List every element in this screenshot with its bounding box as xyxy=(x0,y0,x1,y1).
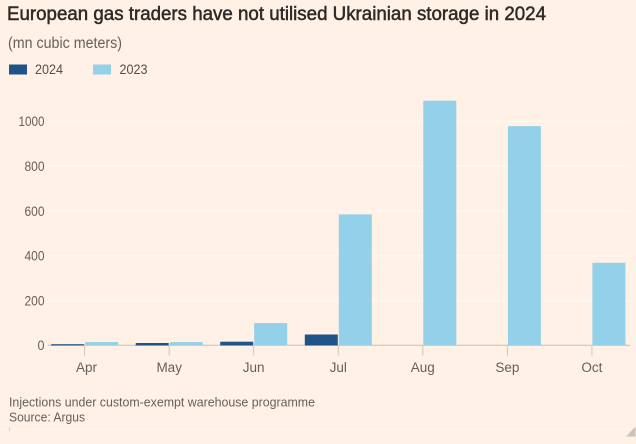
svg-text:(mn cubic meters): (mn cubic meters) xyxy=(8,35,122,52)
svg-text:600: 600 xyxy=(25,203,45,219)
svg-text:Oct: Oct xyxy=(581,360,602,375)
svg-text:Sep: Sep xyxy=(495,360,519,375)
svg-text:Apr: Apr xyxy=(76,360,98,375)
svg-text:Jun: Jun xyxy=(243,360,265,375)
svg-text:2023: 2023 xyxy=(120,61,148,77)
svg-text:Aug: Aug xyxy=(411,360,435,375)
svg-text:800: 800 xyxy=(25,158,45,174)
svg-text:1000: 1000 xyxy=(19,113,45,129)
svg-text:0: 0 xyxy=(38,337,45,353)
svg-text:European gas traders have not: European gas traders have not utilised U… xyxy=(7,3,546,25)
svg-text:May: May xyxy=(156,360,182,375)
svg-text:Source: Argus: Source: Argus xyxy=(9,411,85,425)
svg-text:400: 400 xyxy=(25,248,45,264)
svg-text:Injections under custom-exempt: Injections under custom-exempt warehouse… xyxy=(9,396,315,410)
svg-text:Jul: Jul xyxy=(330,360,347,375)
svg-text:2024: 2024 xyxy=(35,61,63,77)
svg-text:200: 200 xyxy=(25,293,45,309)
